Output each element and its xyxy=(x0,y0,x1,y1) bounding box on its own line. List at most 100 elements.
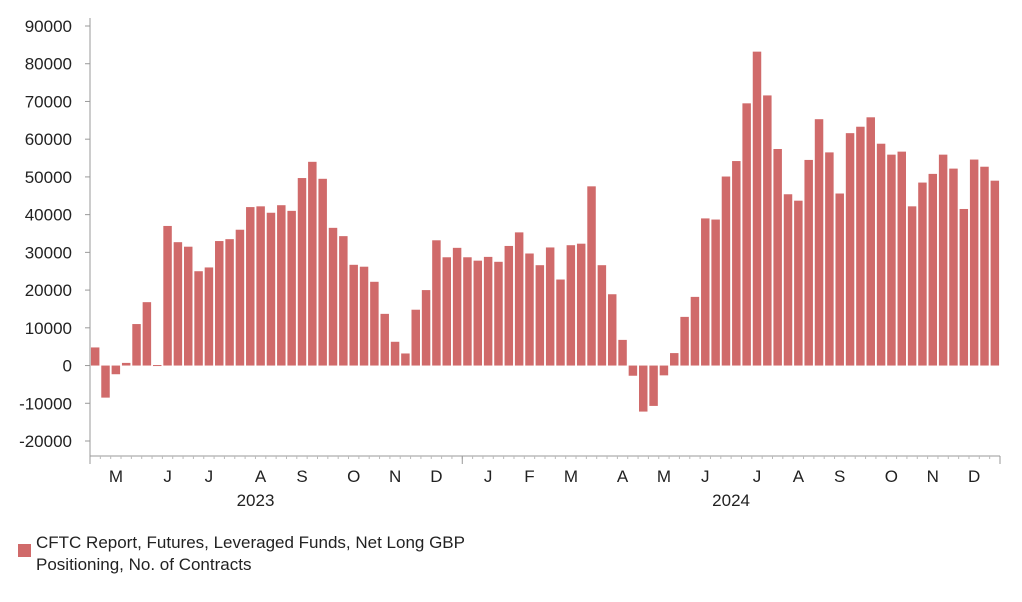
x-month-label: J xyxy=(205,467,214,486)
x-month-label: M xyxy=(564,467,578,486)
y-tick-label: 70000 xyxy=(25,92,72,111)
bar xyxy=(101,365,110,398)
bar xyxy=(545,247,555,366)
bar xyxy=(401,353,410,366)
legend: CFTC Report, Futures, Leveraged Funds, N… xyxy=(18,532,536,576)
bar xyxy=(142,302,152,366)
bar xyxy=(204,267,214,366)
bar xyxy=(452,247,462,366)
bar xyxy=(194,271,203,366)
bar xyxy=(266,212,276,366)
bar xyxy=(339,236,348,366)
bar xyxy=(256,206,265,366)
bar xyxy=(432,240,441,366)
bars xyxy=(90,51,1000,412)
bar xyxy=(380,313,389,366)
legend-swatch xyxy=(18,544,31,557)
x-month-label: J xyxy=(701,467,710,486)
x-month-label: M xyxy=(657,467,671,486)
x-year-label: 2024 xyxy=(712,491,750,510)
bar xyxy=(773,148,782,366)
bar xyxy=(463,257,472,366)
bar xyxy=(752,51,762,366)
bar xyxy=(670,353,679,366)
x-month-label: D xyxy=(430,467,442,486)
bar xyxy=(783,194,793,366)
bar xyxy=(152,365,162,367)
bar xyxy=(897,151,906,366)
bar xyxy=(804,159,813,366)
y-tick-label: -20000 xyxy=(19,432,72,451)
bar xyxy=(173,242,183,366)
x-month-label: A xyxy=(255,467,267,486)
bar xyxy=(235,229,245,366)
bar xyxy=(639,365,648,412)
bar xyxy=(421,290,431,366)
bar xyxy=(928,173,938,366)
bar xyxy=(659,365,669,376)
bar xyxy=(390,341,400,366)
bar xyxy=(690,296,700,366)
bar xyxy=(980,166,989,366)
bar xyxy=(742,103,751,366)
bar xyxy=(949,168,958,366)
bar xyxy=(918,182,927,366)
bar xyxy=(711,219,720,366)
x-month-label: J xyxy=(753,467,762,486)
bar xyxy=(856,126,865,366)
x-month-label: S xyxy=(296,467,307,486)
bar xyxy=(825,152,834,366)
bar xyxy=(121,362,131,366)
y-tick-label: 80000 xyxy=(25,55,72,74)
bar xyxy=(566,245,576,366)
bar xyxy=(680,316,689,366)
bar xyxy=(215,241,224,366)
x-month-label: N xyxy=(927,467,939,486)
y-tick-label: 90000 xyxy=(25,17,72,36)
bar xyxy=(587,186,596,366)
bar xyxy=(277,205,286,366)
x-year-label: 2023 xyxy=(237,491,275,510)
bar xyxy=(494,261,503,366)
bar xyxy=(287,210,296,366)
bar xyxy=(473,260,483,366)
legend-label: CFTC Report, Futures, Leveraged Funds, N… xyxy=(36,533,465,574)
y-tick-label: 20000 xyxy=(25,281,72,300)
bar xyxy=(246,207,255,366)
bar xyxy=(525,253,534,366)
bar xyxy=(597,265,607,366)
x-axis: M J J A S O N D J F M A M J J A S O N D 2023 2024 xyxy=(89,455,1001,510)
bar xyxy=(132,324,141,366)
bar xyxy=(318,178,327,366)
bar xyxy=(442,257,451,366)
bar xyxy=(845,133,855,366)
bar xyxy=(163,225,172,366)
bar xyxy=(504,245,514,366)
bar xyxy=(225,239,234,366)
bar xyxy=(370,281,379,366)
y-tick-label: 50000 xyxy=(25,168,72,187)
x-month-label: D xyxy=(968,467,980,486)
bar xyxy=(887,154,896,366)
y-tick-label: 60000 xyxy=(25,130,72,149)
x-month-label: M xyxy=(109,467,123,486)
bar xyxy=(514,232,524,366)
bar xyxy=(794,200,803,366)
bar xyxy=(556,279,565,366)
x-month-label: A xyxy=(617,467,629,486)
y-tick-label: 40000 xyxy=(25,206,72,225)
bar xyxy=(835,193,844,366)
bar xyxy=(907,206,917,366)
bar xyxy=(649,365,658,406)
bar xyxy=(876,143,886,366)
y-tick-label: -10000 xyxy=(19,394,72,413)
bar xyxy=(732,161,741,366)
x-month-label: O xyxy=(885,467,898,486)
y-tick-label: 30000 xyxy=(25,243,72,262)
bar xyxy=(959,208,969,366)
bar xyxy=(535,265,545,366)
x-month-label: J xyxy=(484,467,493,486)
bar xyxy=(359,266,369,366)
x-month-label: O xyxy=(347,467,360,486)
bar xyxy=(483,256,493,366)
